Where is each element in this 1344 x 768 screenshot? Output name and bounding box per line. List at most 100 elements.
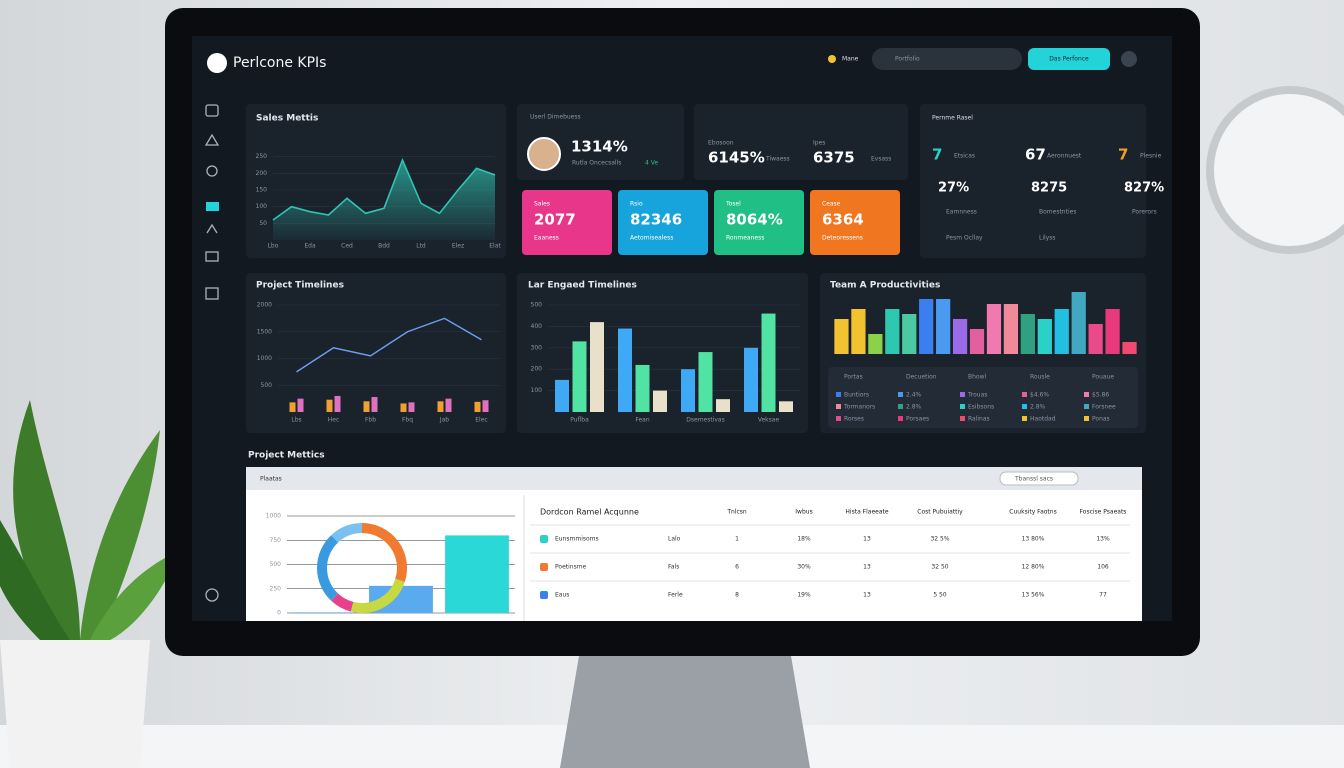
legend-swatch — [836, 416, 841, 421]
bar — [590, 322, 604, 412]
bar — [969, 329, 985, 354]
line — [296, 317, 482, 373]
panel — [694, 104, 908, 180]
perf-text: 8275 — [1031, 181, 1067, 196]
nav-icon[interactable] — [205, 251, 219, 262]
y-tick-label: 50 — [259, 220, 267, 227]
metrics-search[interactable] — [999, 471, 1079, 486]
header-button[interactable] — [1028, 48, 1110, 70]
status-dot — [828, 55, 836, 63]
bar — [289, 402, 296, 412]
nav-icon[interactable] — [205, 287, 219, 300]
kpi-card[interactable] — [522, 190, 612, 255]
y-tick-label: 400 — [531, 323, 543, 330]
perf-text: 827% — [1124, 181, 1164, 196]
area-fill — [273, 160, 495, 240]
kpi-label: Cease — [822, 201, 841, 208]
bar — [653, 390, 667, 412]
panel — [828, 367, 1138, 428]
monitor-stand — [560, 650, 810, 768]
table-cell: 5 50 — [933, 592, 947, 599]
x-tick-label: Dsemestivas — [686, 417, 724, 424]
table-cell: 1 — [735, 536, 739, 543]
kpi-note: Deteoressens — [822, 235, 863, 242]
kpi-card[interactable] — [810, 190, 900, 255]
donut-segment — [361, 523, 407, 582]
nav-icon[interactable] — [206, 223, 218, 234]
table-cell: 77 — [1099, 592, 1107, 599]
bar — [1071, 292, 1086, 354]
legend-swatch — [1084, 416, 1089, 421]
perf-text: Aeronnuest — [1047, 153, 1082, 160]
settings-icon[interactable] — [205, 588, 219, 602]
legend-swatch — [898, 416, 903, 421]
bar — [1105, 309, 1120, 354]
x-tick-label: Elez — [452, 243, 464, 250]
perf-text: Plesnie — [1140, 153, 1162, 160]
legend-text: $5.86 — [1092, 392, 1109, 399]
x-tick-label: Lbo — [268, 243, 279, 250]
bar — [868, 334, 883, 354]
avatar[interactable] — [1121, 51, 1137, 67]
bar — [618, 328, 632, 412]
summary-value: 6375 — [813, 149, 855, 167]
kpi-value: 2077 — [534, 211, 576, 229]
x-tick-label: Lbs — [291, 417, 301, 424]
legend-swatch — [898, 404, 903, 409]
x-tick-label: Jab — [439, 417, 449, 424]
table-header: Cost Pubuiattiy — [917, 509, 963, 516]
y-tick-label: 150 — [256, 187, 268, 194]
summary-note: Tiwaess — [765, 156, 790, 163]
bar — [1020, 314, 1035, 354]
legend-swatch — [1022, 392, 1027, 397]
legend-swatch — [960, 416, 965, 421]
table-cell: 106 — [1097, 564, 1109, 571]
bar — [936, 299, 951, 354]
bar — [698, 352, 713, 412]
bar — [555, 379, 569, 412]
table-cell: 32 50 — [931, 564, 948, 571]
nav-icon[interactable] — [206, 165, 218, 177]
nav-icon[interactable] — [204, 133, 220, 146]
table-cell: Fals — [668, 564, 679, 571]
y-tick-label: 100 — [256, 203, 268, 210]
user-sub: Rutla Oncecsalls — [572, 160, 621, 167]
legend-text: Forsnee — [1092, 404, 1116, 411]
kpi-card[interactable] — [714, 190, 804, 255]
x-tick-label: Eda — [304, 243, 316, 250]
bar — [445, 535, 509, 613]
wall-clock — [1206, 86, 1344, 254]
legend-text: Rorses — [844, 416, 864, 423]
panel-title: Plaatas — [260, 476, 282, 483]
bar — [297, 398, 304, 412]
bar — [635, 364, 650, 412]
nav-icon[interactable] — [206, 202, 219, 211]
summary-label: Ipes — [813, 140, 825, 147]
search-placeholder: Portfolio — [895, 56, 920, 63]
x-tick-label: Elec — [475, 417, 487, 424]
nav-icon[interactable] — [205, 104, 219, 117]
area-line — [272, 157, 496, 221]
panel — [517, 273, 808, 433]
table-header: Tnlcsn — [726, 509, 747, 516]
bar — [371, 397, 378, 412]
donut-segment — [331, 593, 354, 612]
bar — [363, 401, 370, 412]
table-header: Iwbus — [795, 509, 812, 516]
table-header: Dordcon Ramel Acqunne — [540, 508, 639, 517]
plant — [0, 400, 180, 768]
kpi-value: 82346 — [630, 211, 682, 229]
bar — [716, 399, 730, 412]
bar — [919, 299, 934, 354]
table-cell: 13 56% — [1022, 592, 1045, 599]
table-cell: Eunsmmisoms — [555, 536, 599, 543]
legend-swatch — [960, 392, 965, 397]
legend-text: Ralinas — [968, 416, 990, 423]
legend-text: Trouas — [967, 392, 987, 399]
metrics-header — [246, 467, 1142, 490]
search-box[interactable] — [872, 48, 1022, 70]
x-tick-label: Fbb — [365, 417, 376, 424]
kpi-card[interactable] — [618, 190, 708, 255]
legend-text: Pouaue — [1092, 374, 1114, 381]
